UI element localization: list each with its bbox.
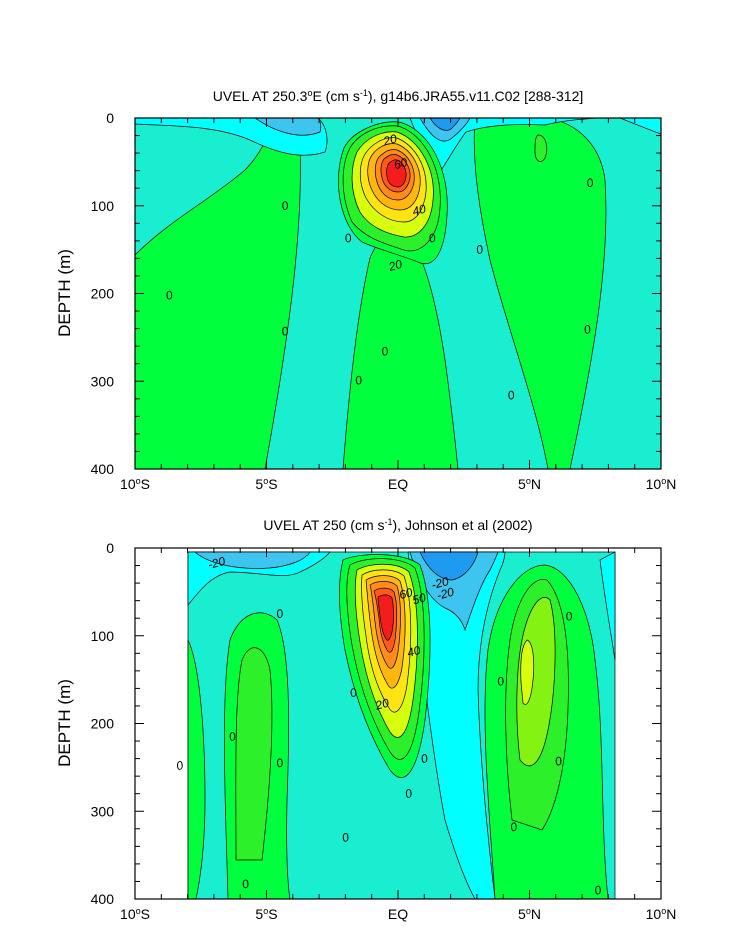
contour-label: 0: [280, 324, 290, 339]
contour-label: 0: [474, 242, 484, 257]
contour-label: 0: [509, 819, 519, 834]
contour-label: 40: [411, 202, 428, 219]
panel-title-observed: UVEL AT 250 (cm s-1), Johnson et al (200…: [263, 517, 532, 533]
contour-label: 0: [427, 231, 437, 246]
contour-label: 60: [398, 585, 415, 602]
x-tick-label: 10oS: [120, 476, 150, 492]
contour-label: 20: [381, 131, 399, 148]
contour-label: 0: [343, 231, 353, 246]
contour-label: 0: [227, 729, 237, 744]
contour-label: 0: [582, 322, 592, 337]
contour-labels-model: 20 60 40 20 0 0 0 0 0 0 0 0 0 0 0: [164, 131, 595, 403]
y-tick-label: 400: [91, 891, 115, 907]
contour-region-east-core: [534, 134, 548, 162]
y-tick-label: 0: [106, 110, 114, 126]
x-tick-label: EQ: [388, 476, 408, 492]
contour-region-west-core: [235, 647, 273, 861]
contour-label: -20: [435, 585, 456, 603]
panel-observed: UVEL AT 250 (cm s-1), Johnson et al (200…: [55, 517, 676, 922]
y-tick-label: 200: [91, 716, 115, 732]
panel-model: UVEL AT 250.3oE (cm s-1), g14b6.JRA55.v1…: [55, 88, 676, 492]
contour-label: 0: [419, 751, 429, 766]
contour-label: 60: [392, 155, 409, 172]
contour-region-neg20-west: [194, 551, 311, 569]
contour-label: 0: [175, 758, 185, 773]
contour-label: 40: [406, 643, 423, 660]
contour-label: 20: [386, 257, 404, 274]
contour-region-neg10-east: [599, 551, 616, 661]
contour-field-observed: [187, 551, 616, 899]
y-axis-label-model: DEPTH (m): [55, 249, 74, 337]
contour-label: 0: [340, 830, 350, 845]
contour-label: 0: [354, 373, 364, 388]
x-tick-label: 5oN: [518, 476, 541, 492]
contour-label: -20: [206, 554, 227, 572]
contour-label: 20: [373, 696, 391, 713]
x-tick-label: 10oS: [120, 906, 150, 922]
contour-label: 0: [275, 755, 285, 770]
contour-label: 0: [164, 288, 174, 303]
contour-region-neg10-c: [619, 118, 661, 135]
y-tick-label: 200: [91, 286, 115, 302]
contour-label: 0: [348, 685, 358, 700]
contour-region-neg10-mid: [407, 551, 506, 899]
x-tick-label: 5oS: [255, 476, 277, 492]
y-tick-label: 100: [91, 628, 115, 644]
contour-label: 0: [593, 883, 603, 898]
contour-label: 0: [275, 606, 285, 621]
y-axis-label-observed: DEPTH (m): [55, 679, 74, 767]
y-tick-label: 300: [91, 373, 115, 389]
x-tick-label: 10oN: [646, 906, 677, 922]
contour-region-far-west-positive: [187, 639, 206, 899]
y-tick-label: 300: [91, 803, 115, 819]
contour-label: 0: [496, 674, 506, 689]
contour-label: 0: [506, 388, 516, 403]
contour-region-neg30-mid: [419, 551, 479, 581]
contour-label: 0: [380, 344, 390, 359]
contour-region-east-max: [520, 639, 535, 705]
panel-title-model: UVEL AT 250.3oE (cm s-1), g14b6.JRA55.v1…: [213, 88, 584, 104]
contour-label: 0: [280, 198, 290, 213]
contour-region-west-positive: [135, 118, 301, 469]
contour-label: 0: [553, 754, 563, 769]
y-tick-label: 100: [91, 198, 115, 214]
contour-label: 50: [411, 590, 428, 607]
x-tick-label: 5oS: [255, 906, 277, 922]
x-tick-label: 5oN: [518, 906, 541, 922]
contour-field-model: [135, 118, 661, 469]
x-tick-label: 10oN: [646, 476, 677, 492]
contour-eucore-70: [377, 594, 394, 641]
y-tick-label: 0: [106, 540, 114, 556]
contour-region-neg20-mid: [409, 551, 499, 632]
contour-eucore-70: [386, 159, 407, 188]
contour-label: 0: [585, 175, 595, 190]
contour-label: 0: [403, 786, 413, 801]
contour-label: 0: [564, 609, 574, 624]
contour-label: 0: [240, 876, 250, 891]
y-tick-label: 400: [91, 461, 115, 477]
contour-label: -20: [430, 574, 451, 592]
x-tick-label: EQ: [388, 906, 408, 922]
contour-region-east-inner: [516, 597, 556, 767]
